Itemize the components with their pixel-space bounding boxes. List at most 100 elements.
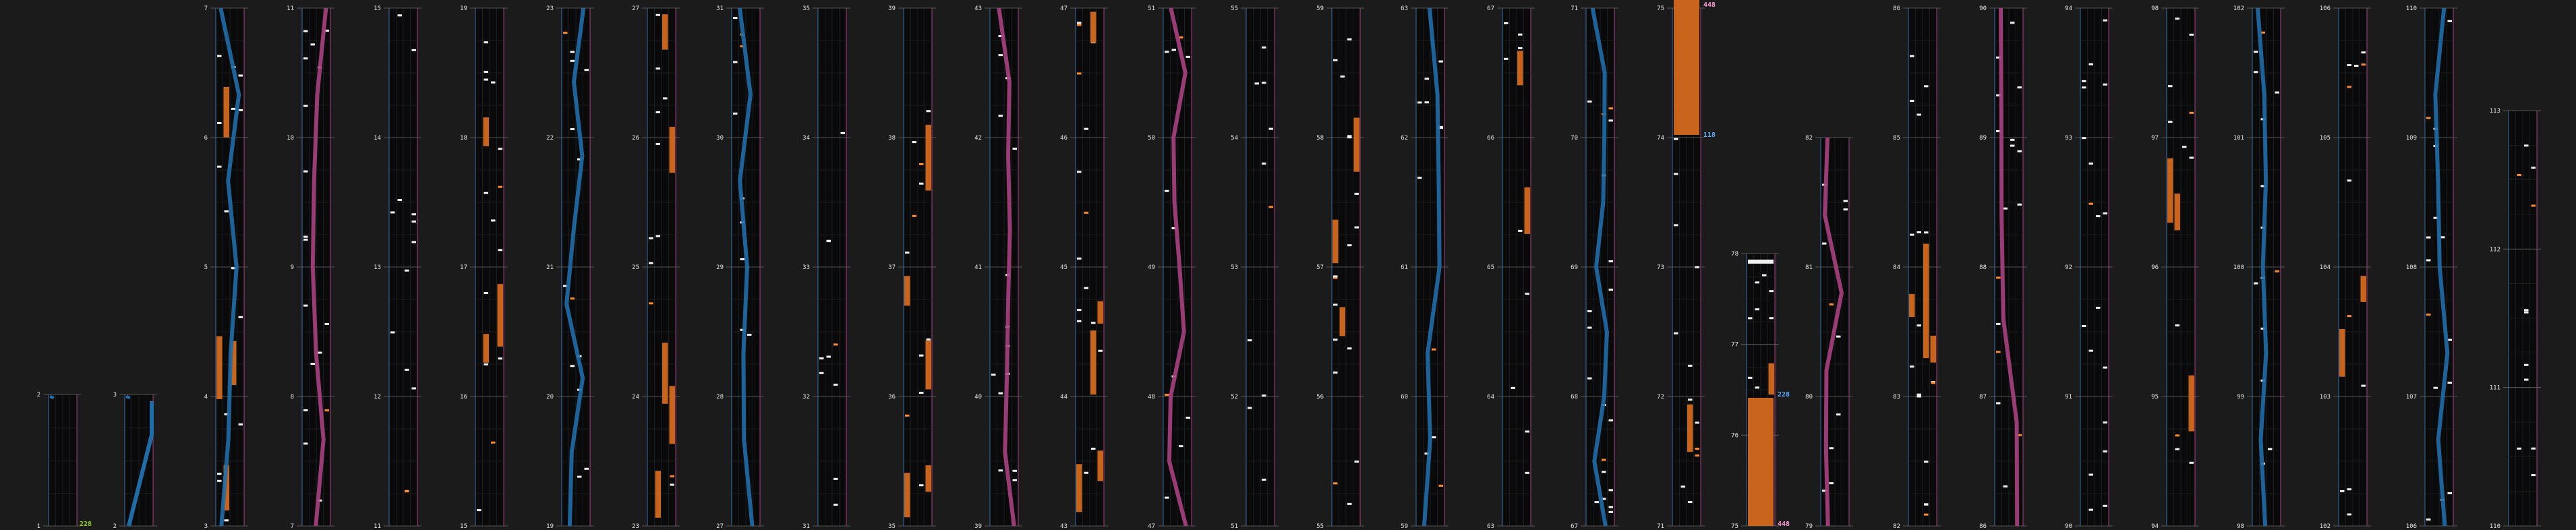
measure-number: 71 (1657, 523, 1664, 530)
tap-note (411, 387, 416, 390)
measure-number: 75 (1657, 5, 1664, 12)
long-note (1090, 330, 1096, 395)
tap-note (1843, 200, 1848, 202)
measure-number: 63 (1401, 5, 1408, 12)
tap-note (1171, 49, 1176, 51)
tap-note (411, 49, 416, 51)
long-note (1076, 464, 1082, 512)
tap-note (2426, 117, 2431, 119)
tap-note (1438, 127, 1443, 129)
tap-note (2447, 338, 2452, 341)
measure-number: 25 (632, 264, 639, 271)
tap-note (224, 413, 229, 415)
tap-note (484, 363, 488, 365)
stream-line (127, 401, 154, 527)
tap-note (1674, 332, 1678, 334)
measure-number: 21 (546, 264, 554, 271)
long-note (1923, 296, 1929, 359)
bpm-marker: 448 (1703, 1, 1716, 9)
tap-note (2361, 63, 2366, 66)
tap-note (1587, 377, 1592, 380)
tap-note (2347, 513, 2351, 516)
tap-note (1424, 101, 1429, 104)
tap-note (498, 185, 502, 188)
measure-number: 102 (2320, 523, 2331, 530)
chart-column: 102 103 104 105 106 (2320, 5, 2371, 530)
tap-note (231, 107, 236, 110)
tap-note (2254, 71, 2258, 73)
tap-note (912, 141, 916, 144)
measure-number: 37 (888, 264, 896, 271)
stream-line (218, 7, 241, 527)
tap-note (570, 365, 575, 367)
tap-note (833, 384, 838, 386)
tap-note (1262, 46, 1266, 49)
tap-note (2082, 86, 2086, 89)
measure-number: 16 (460, 394, 467, 401)
tap-note (303, 409, 308, 411)
tap-note (1171, 227, 1176, 229)
tap-note (2447, 382, 2452, 384)
tap-note (1602, 471, 1606, 473)
measure-number: 78 (1731, 251, 1738, 258)
tap-note (1996, 56, 2001, 59)
tap-note (1608, 289, 1613, 291)
measure-number: 98 (2151, 5, 2159, 12)
tap-note (1608, 510, 1613, 513)
tap-note (1755, 281, 1759, 284)
measure-number: 82 (1805, 135, 1813, 142)
tap-note (411, 241, 416, 243)
tap-note (919, 182, 924, 185)
tap-note (2175, 18, 2179, 20)
tap-note (2347, 179, 2351, 182)
chart-column: 59 60 61 62 63 (1401, 5, 1448, 530)
tap-note (919, 484, 924, 487)
tap-note (826, 355, 831, 358)
chart-column: 63 64 65 66 67 (1487, 5, 1535, 530)
tap-note (1347, 347, 1352, 350)
tap-note (819, 357, 824, 359)
measure-number: 49 (1148, 264, 1155, 271)
tap-note (310, 43, 315, 46)
tap-note (570, 297, 575, 300)
long-note (2360, 276, 2366, 302)
measure-number: 47 (1148, 523, 1155, 530)
tap-note (2189, 111, 2194, 114)
measure-number: 68 (1571, 394, 1578, 401)
tap-note (1354, 461, 1359, 463)
measure-number: 40 (974, 394, 982, 401)
tap-note (2531, 447, 2536, 450)
measure-number: 38 (888, 135, 896, 142)
tap-note (1012, 469, 1017, 472)
tap-note (1916, 113, 1921, 116)
tap-note (1091, 322, 1096, 324)
stream-line (1590, 7, 1609, 527)
tap-note (670, 483, 674, 486)
tap-note (655, 235, 660, 237)
tap-note (2088, 473, 2093, 476)
tap-note (1602, 498, 1606, 500)
tap-note (2361, 384, 2366, 387)
measure-number: 113 (2490, 108, 2500, 115)
stream-line (564, 7, 586, 527)
tap-note (2347, 488, 2351, 491)
tap-note (484, 292, 488, 295)
tap-note (231, 267, 236, 270)
tap-note (905, 252, 910, 254)
measure-number: 77 (1731, 342, 1738, 349)
tap-note (998, 35, 1003, 38)
tap-note (1924, 503, 1929, 506)
measure-number: 44 (1060, 394, 1067, 401)
measure-number: 24 (632, 394, 639, 401)
measure-number: 47 (1060, 5, 1067, 12)
tap-note (2524, 311, 2529, 314)
tap-note (926, 338, 931, 341)
long-note (925, 341, 931, 390)
tap-note (1262, 163, 1266, 165)
tap-note (2347, 86, 2351, 88)
tap-note (2088, 349, 2093, 352)
tap-note (397, 198, 402, 201)
tap-note (1996, 322, 2001, 325)
long-note (2339, 328, 2345, 377)
tap-note (1916, 393, 1921, 396)
